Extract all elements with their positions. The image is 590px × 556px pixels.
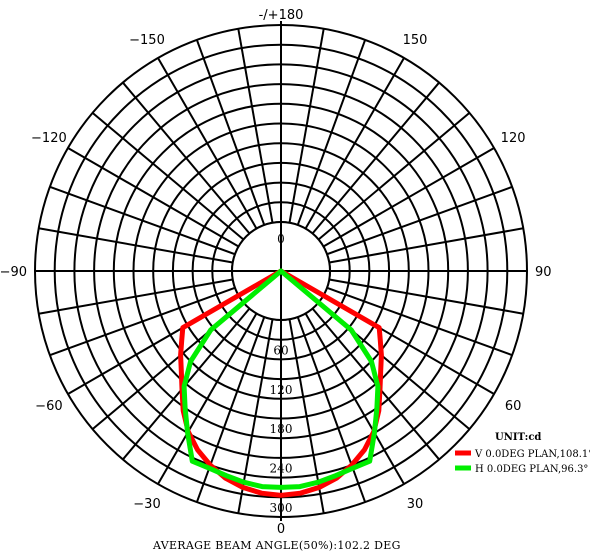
spoke bbox=[157, 312, 258, 485]
legend: UNIT:cd V 0.0DEG PLAN,108.1° H 0.0DEG PL… bbox=[455, 432, 590, 475]
spoke bbox=[329, 227, 524, 264]
radial-label-60: 60 bbox=[273, 343, 288, 357]
spoke bbox=[304, 312, 405, 485]
spoke bbox=[296, 39, 367, 226]
angle-label-30: 30 bbox=[407, 497, 424, 512]
radial-label-300: 300 bbox=[270, 501, 293, 515]
spoke bbox=[311, 81, 440, 235]
spoke bbox=[326, 185, 513, 256]
angle-label-90: 90 bbox=[535, 265, 552, 280]
spoke bbox=[157, 57, 258, 230]
spoke bbox=[326, 286, 513, 357]
angle-labels: 0 30 60 90 120 150 -/+180 −150 −120 −90 −60 −30 bbox=[0, 8, 552, 537]
spoke bbox=[49, 286, 236, 357]
spoke bbox=[122, 81, 251, 235]
spoke bbox=[329, 278, 524, 315]
spoke bbox=[49, 185, 236, 256]
unit-label: UNIT:cd bbox=[495, 432, 541, 443]
radial-label-0: 0 bbox=[277, 232, 285, 246]
spoke bbox=[237, 28, 274, 223]
intensity-curves bbox=[178, 268, 384, 498]
spoke bbox=[296, 316, 367, 503]
radial-label-120: 120 bbox=[270, 383, 293, 397]
spoke bbox=[67, 147, 240, 248]
angle-label-0: 0 bbox=[277, 522, 285, 537]
angle-label-60: 60 bbox=[505, 399, 522, 414]
spoke bbox=[91, 112, 245, 241]
angle-label--150: −150 bbox=[129, 33, 165, 48]
beam-angle-footer: AVERAGE BEAM ANGLE(50%):102.2 DEG bbox=[152, 539, 401, 552]
spoke bbox=[195, 316, 266, 503]
angle-label--120: −120 bbox=[31, 131, 67, 146]
spoke bbox=[304, 57, 405, 230]
radial-label-240: 240 bbox=[270, 462, 293, 476]
spoke bbox=[322, 147, 495, 248]
angle-label--30: −30 bbox=[133, 497, 160, 512]
legend-label-v: V 0.0DEG PLAN,108.1° bbox=[474, 449, 590, 460]
angle-label-120: 120 bbox=[501, 131, 526, 146]
legend-label-h: H 0.0DEG PLAN,96.3° bbox=[475, 464, 588, 475]
angle-label-180: -/+180 bbox=[259, 8, 304, 23]
angle-label--60: −60 bbox=[35, 399, 62, 414]
angle-label-150: 150 bbox=[403, 33, 428, 48]
angle-label--90: −90 bbox=[0, 265, 27, 280]
radial-label-180: 180 bbox=[270, 422, 293, 436]
spoke bbox=[288, 28, 325, 223]
spoke bbox=[38, 278, 233, 315]
spoke bbox=[195, 39, 266, 226]
radial-labels: 0 60 120 180 240 300 bbox=[270, 232, 293, 515]
spoke bbox=[38, 227, 233, 264]
spoke bbox=[317, 112, 471, 241]
